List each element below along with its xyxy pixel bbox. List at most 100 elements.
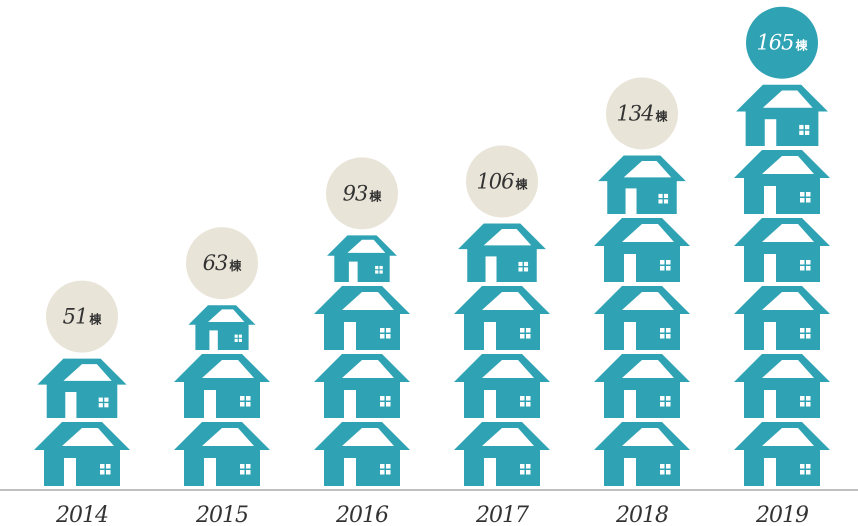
- house-window-pane: [799, 130, 804, 135]
- value-label: 93 棟: [343, 181, 383, 205]
- house-window-pane: [520, 470, 525, 475]
- house-window-pane: [246, 402, 251, 407]
- house-window-pane: [526, 334, 531, 339]
- house-window-pane: [380, 328, 385, 333]
- house-window-pane: [104, 397, 109, 402]
- year-label: 2015: [195, 503, 248, 526]
- house-window-pane: [100, 470, 105, 475]
- house-window-pane: [660, 328, 665, 333]
- house-roof-panel: [482, 428, 534, 446]
- house-door: [344, 322, 356, 350]
- house-window-pane: [660, 396, 665, 401]
- house-roof-panel: [762, 156, 814, 174]
- house-door: [764, 458, 776, 486]
- house-window-pane: [666, 266, 671, 271]
- year-label: 2019: [755, 503, 809, 526]
- house-door: [64, 458, 76, 486]
- house-door: [204, 390, 216, 418]
- house-window-pane: [660, 334, 665, 339]
- house-window-pane: [240, 464, 245, 469]
- house-window-pane: [660, 260, 665, 265]
- house-window-pane: [526, 470, 531, 475]
- house-icon: [314, 286, 410, 350]
- house-window-pane: [386, 464, 391, 469]
- house-roof-panel: [62, 428, 114, 446]
- house-window-pane: [663, 193, 669, 198]
- house-door: [348, 261, 358, 282]
- house-window-pane: [106, 470, 111, 475]
- house-icon: [174, 354, 270, 418]
- house-window-pane: [526, 396, 531, 401]
- house-window-pane: [386, 402, 391, 407]
- house-window-pane: [800, 192, 805, 197]
- house-roof-panel: [762, 360, 814, 378]
- house-window-pane: [806, 334, 811, 339]
- house-window-pane: [386, 470, 391, 475]
- house-window-pane: [800, 328, 805, 333]
- house-window-pane: [660, 266, 665, 271]
- house-window-pane: [380, 470, 385, 475]
- value-label: 63 棟: [203, 251, 243, 275]
- value-badge-circle: [186, 227, 258, 300]
- house-window-pane: [660, 464, 665, 469]
- value-label: 134 棟: [616, 101, 668, 125]
- value-label: 51 棟: [63, 305, 103, 329]
- house-window-pane: [804, 130, 810, 135]
- house-icon: [734, 354, 830, 418]
- house-roof-panel: [762, 90, 813, 108]
- house-window-pane: [375, 270, 379, 274]
- house-window-pane: [98, 403, 103, 408]
- house-door: [624, 458, 636, 486]
- house-window-pane: [518, 261, 523, 266]
- value-badge: 93 棟: [326, 157, 398, 230]
- house-roof-panel: [622, 428, 674, 446]
- house-window-pane: [106, 464, 111, 469]
- house-window-pane: [799, 124, 804, 130]
- house-window-pane: [246, 464, 251, 469]
- value-badge: 63 棟: [186, 227, 258, 300]
- house-window-pane: [520, 328, 525, 333]
- house-window-pane: [238, 338, 242, 342]
- house-roof-panel: [622, 224, 674, 242]
- value-badge: 165 棟: [746, 6, 818, 79]
- house-icon: [34, 422, 130, 486]
- value-badges: 51 棟 63 棟 93 棟 106 棟 134 棟 165 棟: [46, 6, 818, 353]
- house-window-pane: [240, 470, 245, 475]
- house-roof-panel: [762, 292, 814, 310]
- house-door: [484, 390, 496, 418]
- year-label: 2018: [615, 503, 669, 526]
- value-badge-circle: [466, 145, 538, 218]
- house-door: [204, 458, 216, 486]
- house-window-pane: [526, 328, 531, 333]
- house-roof-panel: [202, 428, 254, 446]
- house-icon: [594, 218, 690, 282]
- house-window-pane: [520, 334, 525, 339]
- house-window-pane: [520, 402, 525, 407]
- house-roof-panel: [63, 364, 112, 381]
- house-roof-panel: [622, 360, 674, 378]
- house-door: [484, 322, 496, 350]
- house-window-pane: [380, 402, 385, 407]
- house-roof-panel: [762, 224, 814, 242]
- house-window-pane: [666, 260, 671, 265]
- house-window-pane: [806, 198, 811, 203]
- partial-house-icon: [598, 155, 686, 214]
- partial-house-icon: [327, 235, 397, 282]
- partial-house-icon: [736, 84, 828, 146]
- house-window-pane: [806, 328, 811, 333]
- house-window-pane: [380, 464, 385, 469]
- house-icon: [314, 422, 410, 486]
- house-window-pane: [800, 334, 805, 339]
- house-door: [625, 188, 637, 214]
- house-window-pane: [380, 334, 385, 339]
- house-window-pane: [379, 270, 383, 274]
- value-label: 165 棟: [756, 31, 808, 55]
- partial-house-icon: [188, 305, 256, 350]
- value-badge-circle: [326, 157, 398, 230]
- house-door: [764, 186, 776, 214]
- house-door: [485, 256, 497, 282]
- house-window-pane: [246, 470, 251, 475]
- house-icon: [454, 422, 550, 486]
- value-label: 106 棟: [476, 169, 528, 193]
